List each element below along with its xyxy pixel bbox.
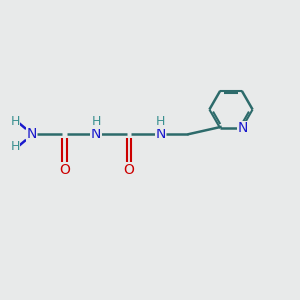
Text: O: O — [59, 163, 70, 176]
Text: O: O — [124, 163, 134, 176]
Text: N: N — [26, 128, 37, 141]
Text: N: N — [91, 128, 101, 141]
Text: H: H — [91, 115, 101, 128]
Text: N: N — [155, 128, 166, 141]
Text: H: H — [156, 115, 165, 128]
Text: H: H — [10, 115, 20, 128]
Text: N: N — [238, 121, 248, 135]
Text: H: H — [10, 140, 20, 154]
